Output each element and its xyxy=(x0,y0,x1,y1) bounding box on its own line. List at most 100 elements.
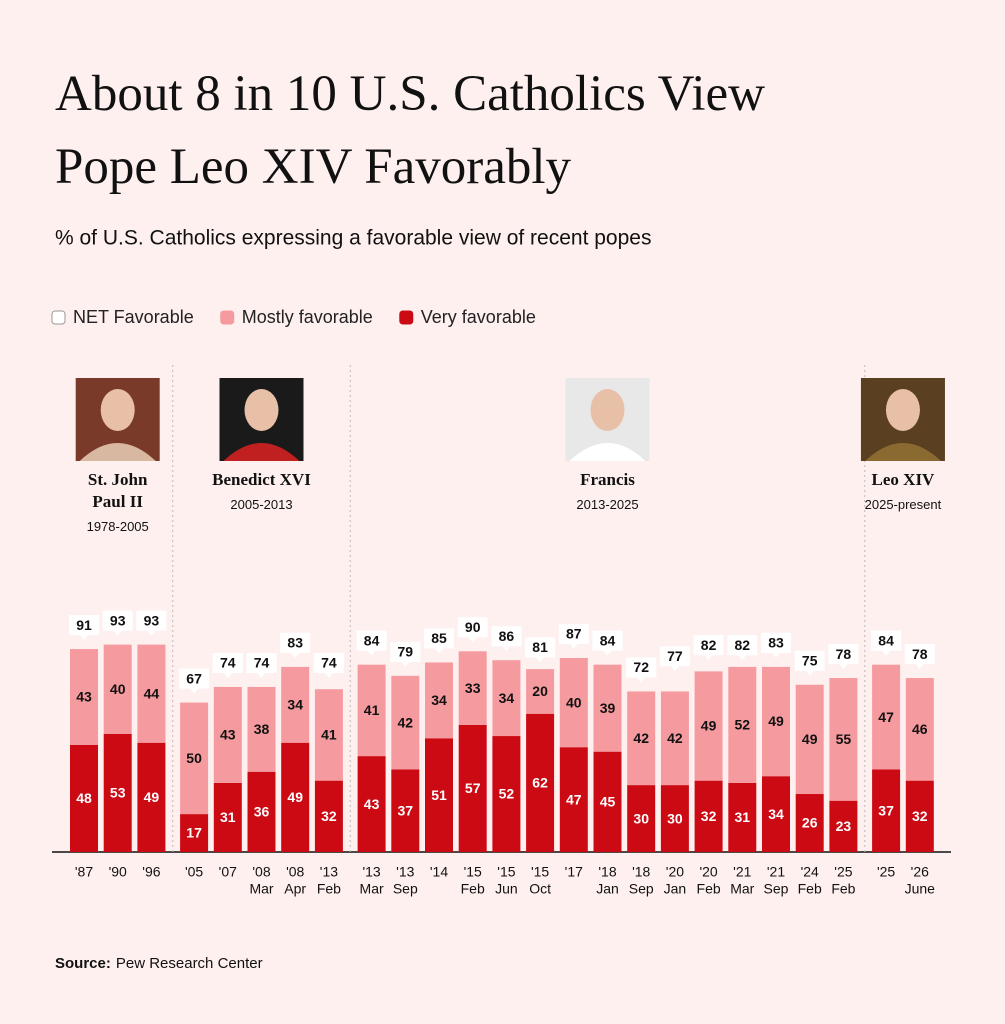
legend-swatch xyxy=(220,310,235,325)
value-label: 41 xyxy=(321,727,337,743)
x-tick-label: Feb xyxy=(798,881,822,897)
value-label: 51 xyxy=(431,787,447,803)
value-label: 31 xyxy=(735,809,751,825)
x-tick-label: '25 xyxy=(834,864,852,880)
value-label: 42 xyxy=(667,730,683,746)
net-label-box xyxy=(659,646,690,672)
net-label-box xyxy=(246,652,277,678)
net-value-label: 78 xyxy=(912,646,928,662)
net-value-label: 84 xyxy=(878,632,894,648)
pope-header: St. John Paul II 1978-2005 xyxy=(70,469,166,534)
net-value-label: 93 xyxy=(144,612,160,628)
value-label: 17 xyxy=(186,825,202,841)
x-tick-label: '15 xyxy=(464,864,482,880)
bar-segment xyxy=(314,780,343,852)
value-label: 45 xyxy=(600,794,616,810)
bar-segment xyxy=(905,678,934,781)
x-tick-label: '21 xyxy=(733,864,751,880)
pope-header: Francis 2013-2025 xyxy=(533,469,683,512)
value-label: 43 xyxy=(220,727,236,743)
bar-segment xyxy=(213,782,242,852)
value-label: 32 xyxy=(321,808,337,824)
net-value-label: 78 xyxy=(836,646,852,662)
bar-segment xyxy=(795,794,824,852)
net-label-box xyxy=(212,652,243,678)
pope-photo-face xyxy=(100,389,135,431)
pope-years: 2005-2013 xyxy=(230,497,293,512)
bar-segment xyxy=(458,724,487,852)
value-label: 49 xyxy=(802,731,818,747)
value-label: 32 xyxy=(701,808,717,824)
net-label-box xyxy=(390,641,421,667)
net-label-box xyxy=(136,610,167,636)
value-label: 43 xyxy=(76,689,92,705)
bar-segment xyxy=(593,751,622,852)
value-label: 40 xyxy=(566,694,582,710)
net-label-box xyxy=(179,668,210,694)
net-value-label: 85 xyxy=(431,630,447,646)
value-label: 40 xyxy=(110,681,126,697)
value-label: 39 xyxy=(600,700,616,716)
x-tick-label: Oct xyxy=(529,881,551,897)
x-tick-label: Apr xyxy=(284,881,306,897)
bar-segment xyxy=(425,738,453,852)
x-tick-label: June xyxy=(905,881,936,897)
bar-segment xyxy=(137,742,166,852)
x-tick-label: '90 xyxy=(109,864,127,880)
legend-label: NET Favorable xyxy=(73,307,194,327)
bar-segment xyxy=(103,644,132,734)
bar-segment xyxy=(627,691,656,786)
net-value-label: 83 xyxy=(287,635,303,651)
bar-segment xyxy=(872,769,901,852)
x-tick-label: '13 xyxy=(320,864,338,880)
legend-label: Mostly favorable xyxy=(242,307,373,327)
x-tick-label: Feb xyxy=(831,881,855,897)
bar-segment xyxy=(593,664,622,752)
value-label: 49 xyxy=(701,718,717,734)
x-tick-label: '07 xyxy=(219,864,237,880)
net-label-box xyxy=(794,650,825,676)
source-text: Pew Research Center xyxy=(116,955,263,972)
bar-segment xyxy=(762,666,790,777)
net-label-box xyxy=(558,623,589,649)
value-label: 34 xyxy=(431,692,447,708)
bar-segment xyxy=(492,736,521,852)
bar-segment xyxy=(180,814,209,852)
pope-years: 2025-present xyxy=(864,497,942,512)
bar-segment xyxy=(728,782,757,852)
net-label-box xyxy=(727,635,758,661)
x-tick-label: '08 xyxy=(286,864,304,880)
pope-photo-robe xyxy=(223,443,300,461)
value-label: 34 xyxy=(287,697,303,713)
value-label: 49 xyxy=(287,789,303,805)
pope-header: Benedict XVI 2005-2013 xyxy=(187,469,337,512)
x-tick-label: '08 xyxy=(252,864,270,880)
bar-segment xyxy=(391,769,420,852)
x-tick-label: '18 xyxy=(632,864,650,880)
pope-photo-robe xyxy=(79,443,156,461)
net-value-label: 87 xyxy=(566,626,582,642)
value-label: 38 xyxy=(254,721,270,737)
x-tick-label: '25 xyxy=(877,864,895,880)
bar-segment xyxy=(795,684,824,795)
value-label: 50 xyxy=(186,750,202,766)
net-value-label: 84 xyxy=(364,632,380,648)
net-label-box xyxy=(693,635,724,661)
x-tick-label: '96 xyxy=(142,864,160,880)
net-label-box xyxy=(313,652,344,678)
bar-segment xyxy=(526,669,555,714)
pope-header: Leo XIV 2025-present xyxy=(828,469,978,512)
x-tick-label: Jan xyxy=(596,881,619,897)
value-label: 33 xyxy=(465,680,481,696)
x-tick-label: '18 xyxy=(598,864,616,880)
bar-segment xyxy=(247,686,276,772)
bar-segment xyxy=(180,702,209,815)
x-tick-label: '21 xyxy=(767,864,785,880)
value-label: 32 xyxy=(912,808,928,824)
bar-segment xyxy=(829,678,858,801)
bar-segment xyxy=(492,660,521,737)
net-value-label: 82 xyxy=(735,637,751,653)
bar-segment xyxy=(660,785,689,852)
value-label: 43 xyxy=(364,796,380,812)
net-value-label: 75 xyxy=(802,652,818,668)
